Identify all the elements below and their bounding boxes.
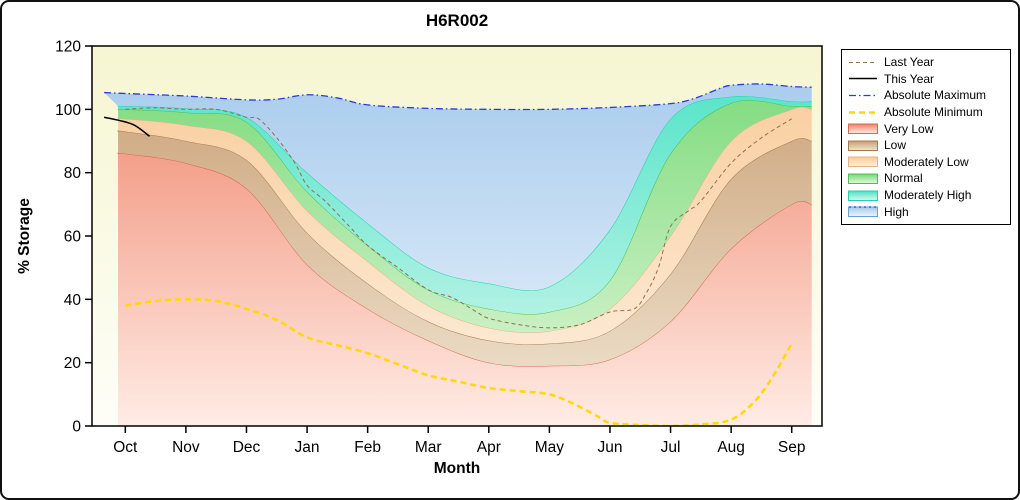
legend-sample [848,173,878,184]
legend-label: Moderately Low [884,154,969,169]
legend-sample [849,94,877,97]
band-very-low [117,152,812,426]
legend-sample [848,140,878,151]
y-tick-label: 80 [64,165,82,182]
x-tick-label: Sep [778,439,806,456]
band-edge-very-low [117,152,812,367]
legend-item-normal: Normal [848,170,1004,187]
y-axis-label: % Storage [16,198,33,274]
x-tick-label: Mar [415,439,442,456]
legend-sample [848,190,878,201]
legend-sample [849,61,877,63]
x-tick-label: Oct [113,439,138,456]
x-tick-label: Jun [597,439,622,456]
x-tick-label: May [535,439,565,456]
x-tick-label: Apr [477,439,501,456]
y-tick-label: 100 [55,102,81,119]
legend-label: Absolute Maximum [884,88,987,103]
legend-item-last-year: Last Year [848,54,1004,71]
legend-item-high: High [848,203,1004,220]
x-tick-label: Aug [717,439,745,456]
legend-label: Low [884,138,907,153]
x-tick-label: Jul [661,439,681,456]
legend-item-absolute-maximum: Absolute Maximum [848,87,1004,104]
chart-title: H6R002 [425,11,489,30]
legend-item-very-low: Very Low [848,120,1004,137]
y-tick-label: 40 [64,292,82,309]
legend-label: Last Year [884,55,935,70]
legend-sample [849,78,877,80]
legend: Last Year This Year Absolute Maximum Absolu… [841,49,1011,225]
legend-item-moderately-high: Moderately High [848,187,1004,204]
line-this-year [103,116,151,137]
legend-label: Absolute Minimum [884,105,983,120]
legend-sample [848,123,878,135]
legend-label: Normal [884,171,923,186]
legend-sample [849,110,877,114]
y-tick-label: 0 [72,419,81,436]
band-low [117,130,812,367]
x-tick-label: Feb [354,439,381,456]
legend-item-absolute-minimum: Absolute Minimum [848,104,1004,121]
x-tick-label: Nov [172,439,200,456]
band-normal [117,100,812,333]
y-tick-label: 60 [64,229,82,246]
band-moderately-low [117,106,812,345]
legend-sample [848,156,878,168]
legend-label: Very Low [884,121,934,136]
plot-content [103,83,812,426]
band-high [104,83,812,291]
legend-label: High [884,204,909,219]
legend-sample [848,206,878,218]
y-tick-label: 20 [64,355,82,372]
legend-item-low: Low [848,137,1004,154]
x-tick-label: Jan [295,439,320,456]
line-absolute-minimum [125,298,793,426]
legend-item-this-year: This Year [848,71,1004,88]
line-last-year [125,107,792,329]
legend-item-moderately-low: Moderately Low [848,154,1004,171]
y-tick-label: 120 [55,39,81,56]
legend-label: Moderately High [884,188,972,203]
x-tick-label: Dec [233,439,261,456]
x-axis-label: Month [433,460,481,477]
legend-label: This Year [884,71,935,86]
